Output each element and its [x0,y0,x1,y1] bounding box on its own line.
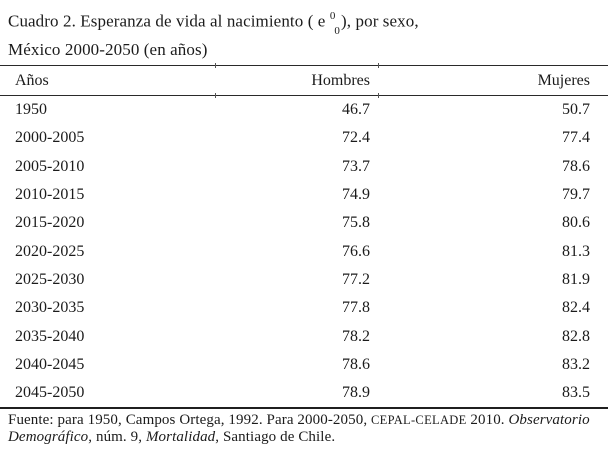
table-row: 2045-2050 78.9 83.5 [0,379,608,408]
source-line: Demográfico, núm. 9, Mortalidad, Santiag… [8,429,600,446]
cell-years: 1950 [15,101,47,119]
source-line: Fuente: para 1950, Campos Ortega, 1992. … [8,412,600,429]
column-divider-tick [215,93,216,99]
cell-mujeres: 82.4 [562,299,590,317]
cell-mujeres: 80.6 [562,214,590,232]
table-title: Cuadro 2. Esperanza de vida al nacimient… [0,0,608,61]
cell-mujeres: 77.4 [562,129,590,147]
table-row: 2010-2015 74.9 79.7 [0,181,608,209]
source-text-segment: Mortalidad [145,428,216,445]
cell-hombres: 77.2 [342,270,370,288]
table-title-line2: México 2000-2050 (en años) [8,40,208,60]
source-text-segment: CEPAL-CELADE [371,413,467,428]
source-text-segment: , núm. 9, [88,428,146,445]
cell-years: 2030-2035 [15,299,85,317]
cell-hombres: 73.7 [342,157,370,175]
table-source: Fuente: para 1950, Campos Ortega, 1992. … [0,409,608,445]
table-row: 2030-2035 77.8 82.4 [0,294,608,322]
cell-years: 2045-2050 [15,384,85,402]
source-text-segment: , Santiago de Chile. [215,428,336,445]
source-text-segment: Observatorio [508,412,590,429]
cell-years: 2010-2015 [15,186,85,204]
table-row: 2000-2005 72.4 77.4 [0,124,608,152]
table-row: 2005-2010 73.7 78.6 [0,153,608,181]
life-expectancy-subscript: 0 [334,25,341,38]
column-header-mujeres: Mujeres [378,65,608,97]
table-title-line1-prefix: Cuadro 2. Esperanza de vida al nacimient… [8,11,330,31]
cell-hombres: 72.4 [342,129,370,147]
cell-years: 2015-2020 [15,214,85,232]
cell-mujeres: 83.5 [562,384,590,402]
cell-years: 2005-2010 [15,157,85,175]
cell-hombres: 78.6 [342,355,370,373]
cell-mujeres: 81.9 [562,270,590,288]
cell-years: 2035-2040 [15,327,85,345]
column-header-hombres: Hombres [215,65,378,97]
table-title-line1-suffix: ), por sexo, [341,11,419,31]
source-text-segment: 2010. [466,412,509,429]
cell-years: 2000-2005 [15,129,85,147]
life-expectancy-table: Años Hombres Mujeres 1950 46.7 50.7 2000-20… [0,65,608,409]
cell-years: 2020-2025 [15,242,85,260]
table-row: 2015-2020 75.8 80.6 [0,209,608,237]
column-divider-tick [215,63,216,69]
cell-mujeres: 78.6 [562,157,590,175]
source-text-segment: Fuente: para 1950, Campos Ortega, 1992. … [8,412,372,429]
cell-mujeres: 79.7 [562,186,590,204]
cell-mujeres: 81.3 [562,242,590,260]
table-header-row: Años Hombres Mujeres [0,65,608,97]
cell-hombres: 46.7 [342,101,370,119]
cell-mujeres: 82.8 [562,327,590,345]
cell-mujeres: 83.2 [562,355,590,373]
cell-hombres: 76.6 [342,242,370,260]
cell-hombres: 78.9 [342,384,370,402]
column-divider-tick [378,63,379,69]
column-header-years: Años [0,65,215,97]
cell-hombres: 77.8 [342,299,370,317]
cell-hombres: 74.9 [342,186,370,204]
column-divider-tick [378,93,379,99]
source-text-segment: Demográfico [8,428,89,445]
table-row: 2040-2045 78.6 83.2 [0,351,608,379]
table-row: 1950 46.7 50.7 [0,96,608,125]
cell-years: 2040-2045 [15,355,85,373]
cell-years: 2025-2030 [15,270,85,288]
cell-hombres: 75.8 [342,214,370,232]
table-wrapper: Años Hombres Mujeres 1950 46.7 50.7 2000-20… [0,63,608,409]
cell-mujeres: 50.7 [562,101,590,119]
cell-hombres: 78.2 [342,327,370,345]
table-row: 2020-2025 76.6 81.3 [0,238,608,266]
table-row: 2025-2030 77.2 81.9 [0,266,608,294]
table-body: 1950 46.7 50.7 2000-2005 72.4 77.4 2005-2010 73… [0,96,608,409]
life-expectancy-superscript: 0 [329,10,336,22]
table-row: 2035-2040 78.2 82.8 [0,322,608,350]
